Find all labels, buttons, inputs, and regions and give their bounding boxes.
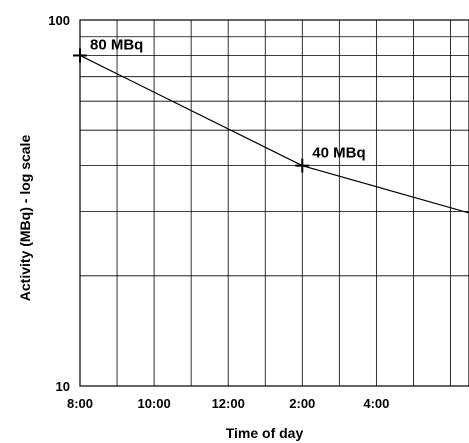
x-tick-label: 4:00 [363, 396, 389, 411]
x-tick-label: 2:00 [289, 396, 315, 411]
x-tick-label: 8:00 [67, 396, 93, 411]
data-label: 80 MBq [90, 36, 143, 53]
data-label: 40 MBq [312, 145, 365, 162]
data-labels: 80 MBq 40 MBq [90, 36, 366, 161]
x-axis-title: Time of day [226, 425, 304, 441]
data-point-marker [73, 48, 87, 63]
plot-frame [79, 19, 469, 387]
y-axis-title: Activity (MBq) - log scale [17, 135, 33, 302]
x-tick-labels: 8:00 10:00 12:00 2:00 4:00 [67, 396, 389, 411]
y-tick-label: 10 [56, 379, 70, 394]
decay-series-line [79, 54, 469, 214]
vertical-gridlines [116, 20, 451, 386]
y-tick-labels: 10 100 [48, 13, 70, 394]
data-point-markers [73, 48, 310, 173]
data-point-marker [295, 158, 310, 173]
x-tick-label: 12:00 [212, 396, 245, 411]
y-tick-label: 100 [48, 13, 70, 28]
x-tick-label: 10:00 [137, 396, 170, 411]
horizontal-gridlines [80, 36, 469, 277]
